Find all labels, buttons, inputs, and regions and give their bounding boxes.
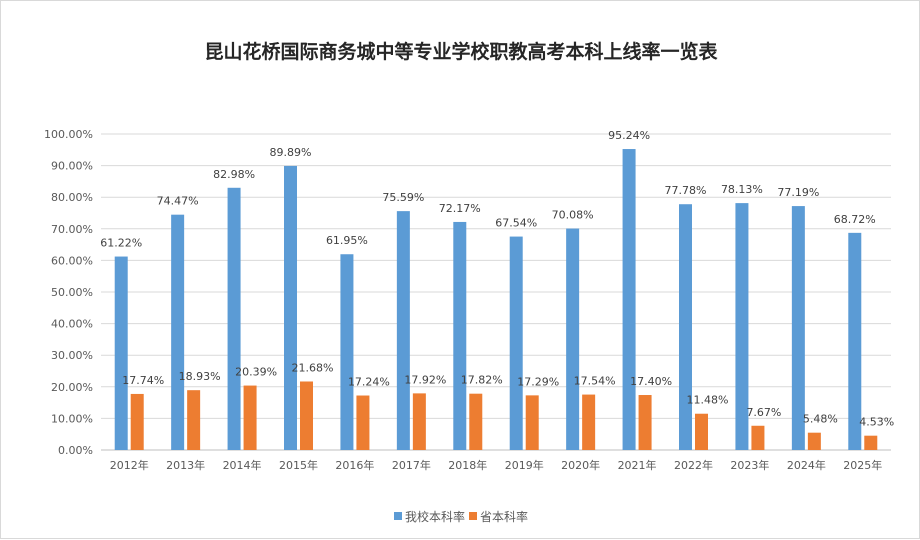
bar-province — [356, 395, 370, 450]
bar-province — [751, 425, 765, 450]
y-tick-label: 10.00% — [51, 412, 93, 425]
bar-province — [130, 393, 144, 450]
x-tick-label: 2021年 — [618, 458, 657, 472]
x-tick-label: 2024年 — [787, 458, 826, 472]
data-label-province: 11.48% — [687, 394, 729, 407]
data-label-province: 17.24% — [348, 376, 390, 389]
data-label-province: 20.39% — [235, 366, 277, 379]
y-tick-label: 50.00% — [51, 286, 93, 299]
bar-school — [171, 214, 185, 450]
data-label-school: 61.22% — [100, 237, 142, 250]
data-label-school: 75.59% — [382, 191, 424, 204]
chart-title: 昆山花桥国际商务城中等专业学校职教高考本科上线率一览表 — [204, 41, 718, 63]
bar-province — [412, 393, 426, 450]
x-tick-label: 2013年 — [166, 458, 205, 472]
y-tick-label: 30.00% — [51, 349, 93, 362]
bar-province — [638, 395, 652, 450]
legend-swatch-school — [394, 512, 402, 520]
x-tick-label: 2012年 — [110, 458, 149, 472]
data-label-school: 77.19% — [777, 186, 819, 199]
data-label-school: 68.72% — [834, 213, 876, 226]
data-label-school: 82.98% — [213, 168, 255, 181]
x-tick-label: 2018年 — [448, 458, 487, 472]
y-tick-label: 90.00% — [51, 160, 93, 173]
bar-school — [396, 211, 410, 450]
x-tick-label: 2015年 — [279, 458, 318, 472]
data-label-province: 17.54% — [574, 375, 616, 388]
bar-school — [227, 187, 241, 450]
data-label-province: 21.68% — [292, 361, 334, 374]
data-label-school: 78.13% — [721, 183, 763, 196]
x-tick-label: 2016年 — [335, 458, 374, 472]
y-tick-label: 20.00% — [51, 381, 93, 394]
bar-school — [791, 206, 805, 450]
x-tick-label: 2023年 — [730, 458, 769, 472]
data-label-school: 72.17% — [439, 202, 481, 215]
x-tick-label: 2020年 — [561, 458, 600, 472]
data-label-province: 18.93% — [179, 370, 221, 383]
bar-school — [453, 221, 467, 450]
data-label-school: 61.95% — [326, 234, 368, 247]
y-tick-label: 0.00% — [58, 444, 93, 457]
x-tick-label: 2022年 — [674, 458, 713, 472]
legend-label-province: 省本科率 — [480, 509, 528, 524]
data-label-province: 4.53% — [859, 416, 894, 429]
bar-school — [284, 165, 297, 450]
data-label-school: 89.89% — [270, 146, 312, 159]
data-label-province: 17.92% — [404, 373, 446, 386]
bar-school — [566, 228, 580, 450]
bar-school — [735, 203, 749, 450]
bar-province — [864, 435, 878, 450]
x-tick-label: 2017年 — [392, 458, 431, 472]
x-tick-label: 2019年 — [505, 458, 544, 472]
data-label-province: 5.48% — [803, 413, 838, 426]
bar-school — [340, 254, 354, 450]
y-tick-label: 100.00% — [44, 128, 93, 141]
data-label-school: 74.47% — [157, 195, 199, 208]
bar-school — [679, 204, 692, 450]
bar-province — [582, 394, 596, 450]
bar-school — [622, 149, 636, 450]
y-tick-label: 40.00% — [51, 318, 93, 331]
data-label-school: 95.24% — [608, 129, 650, 142]
y-tick-label: 70.00% — [51, 223, 93, 236]
bar-province — [525, 395, 539, 450]
bar-province — [807, 432, 821, 450]
data-label-province: 17.29% — [517, 375, 559, 388]
data-label-province: 17.74% — [122, 374, 164, 387]
data-label-province: 7.67% — [746, 406, 781, 419]
bar-school — [114, 256, 128, 450]
legend-label-school: 我校本科率 — [405, 509, 465, 524]
bar-province — [300, 381, 313, 450]
data-label-school: 70.08% — [552, 209, 594, 222]
bar-province — [695, 413, 708, 450]
data-label-school: 67.54% — [495, 217, 537, 230]
data-label-school: 77.78% — [665, 184, 707, 197]
x-tick-label: 2014年 — [223, 458, 262, 472]
data-label-province: 17.82% — [461, 374, 503, 387]
bar-province — [243, 385, 257, 450]
legend-swatch-province — [469, 512, 477, 520]
bar-school — [848, 232, 862, 450]
y-tick-label: 80.00% — [51, 191, 93, 204]
bar-province — [187, 390, 201, 450]
bar-province — [469, 393, 483, 450]
data-label-province: 17.40% — [630, 375, 672, 388]
x-tick-label: 2025年 — [843, 458, 882, 472]
y-tick-label: 60.00% — [51, 254, 93, 267]
bar-school — [509, 236, 523, 450]
